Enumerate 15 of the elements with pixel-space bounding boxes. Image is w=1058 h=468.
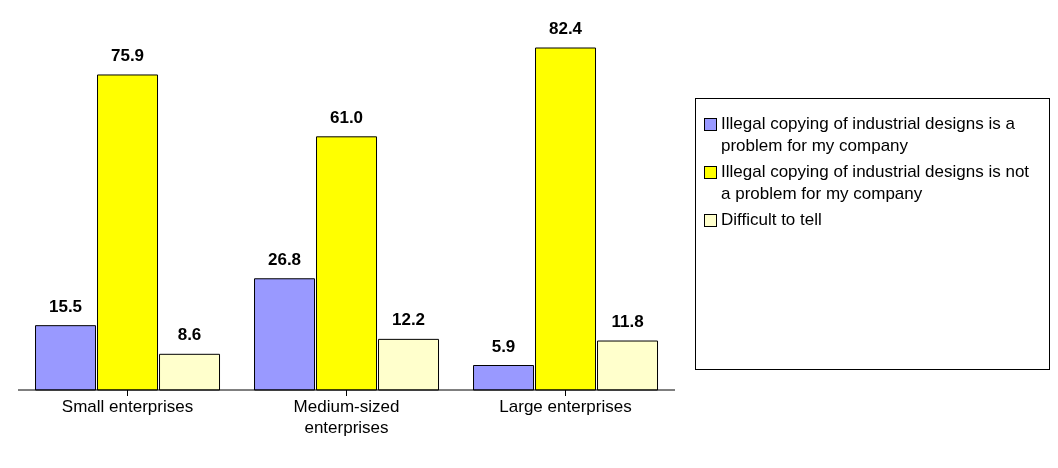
- legend-label: Illegal copying of industrial designs is not a problem for my company: [721, 161, 1031, 205]
- legend-label: Difficult to tell: [721, 209, 822, 231]
- data-label: 11.8: [611, 312, 644, 332]
- data-label: 75.9: [110, 45, 145, 65]
- data-label: 26.8: [267, 249, 302, 269]
- data-label: 82.4: [548, 19, 583, 38]
- legend-label: Illegal copying of industrial designs is a problem for my company: [721, 113, 1016, 157]
- data-label: 61.0: [329, 107, 364, 127]
- data-label: 8.6: [177, 325, 202, 345]
- x-tick-label: Small enterprises: [61, 397, 194, 416]
- x-tick-label: Medium-sized enterprises: [293, 397, 400, 437]
- x-tick-label: Large enterprises: [499, 397, 632, 416]
- data-label: 15.5: [48, 296, 83, 316]
- data-label: 12.2: [391, 310, 426, 330]
- data-label: 5.9: [491, 336, 516, 356]
